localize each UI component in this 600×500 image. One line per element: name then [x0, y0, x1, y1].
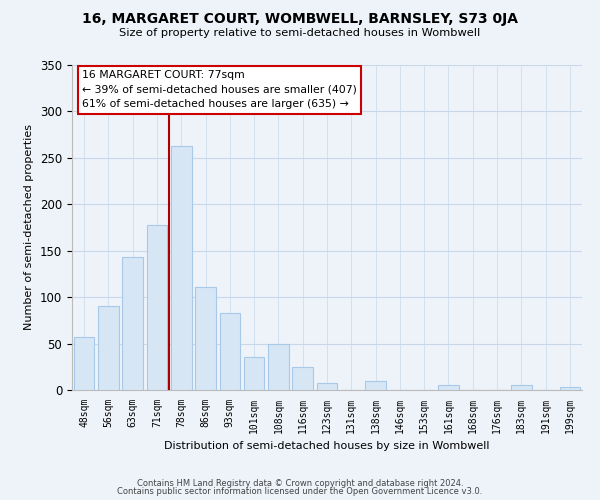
Bar: [74, 337, 94, 390]
Bar: [146, 224, 167, 390]
Bar: [438, 386, 459, 390]
Bar: [220, 313, 240, 390]
X-axis label: Distribution of semi-detached houses by size in Wombwell: Distribution of semi-detached houses by …: [164, 441, 490, 451]
Text: 16, MARGARET COURT, WOMBWELL, BARNSLEY, S73 0JA: 16, MARGARET COURT, WOMBWELL, BARNSLEY, …: [82, 12, 518, 26]
Text: 16 MARGARET COURT: 77sqm
← 39% of semi-detached houses are smaller (407)
61% of : 16 MARGARET COURT: 77sqm ← 39% of semi-d…: [82, 70, 357, 110]
Bar: [365, 380, 386, 390]
Bar: [292, 367, 313, 390]
Bar: [98, 306, 119, 390]
Bar: [171, 146, 191, 390]
Bar: [195, 287, 216, 390]
Bar: [244, 356, 265, 390]
Bar: [560, 387, 580, 390]
Bar: [317, 382, 337, 390]
Bar: [122, 257, 143, 390]
Text: Contains public sector information licensed under the Open Government Licence v3: Contains public sector information licen…: [118, 487, 482, 496]
Bar: [268, 344, 289, 390]
Text: Size of property relative to semi-detached houses in Wombwell: Size of property relative to semi-detach…: [119, 28, 481, 38]
Text: Contains HM Land Registry data © Crown copyright and database right 2024.: Contains HM Land Registry data © Crown c…: [137, 478, 463, 488]
Bar: [511, 386, 532, 390]
Y-axis label: Number of semi-detached properties: Number of semi-detached properties: [25, 124, 34, 330]
